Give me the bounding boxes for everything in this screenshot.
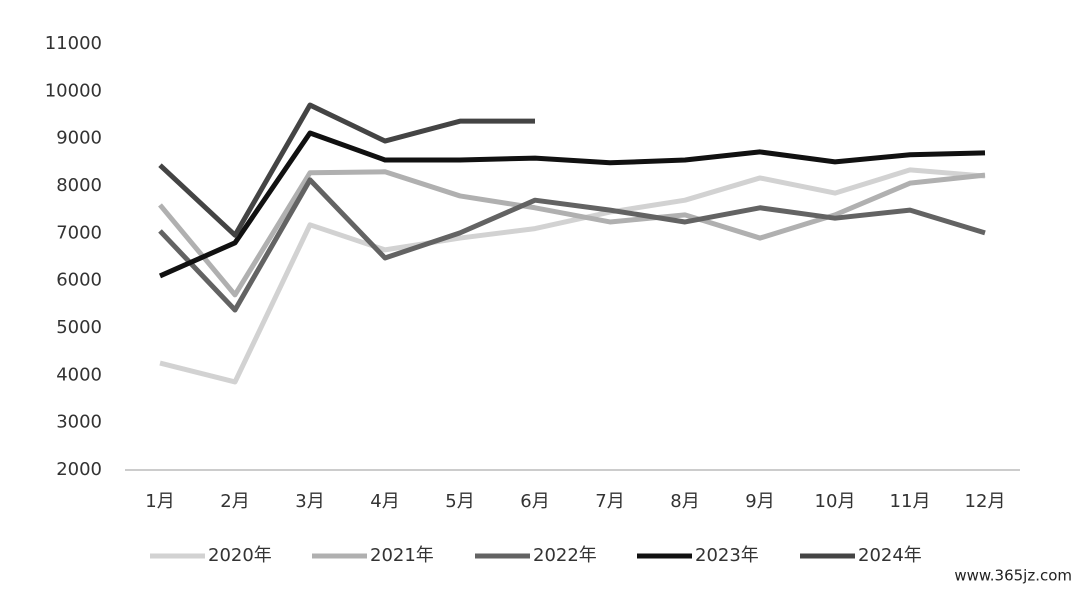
x-tick-label: 2月 [220,491,249,512]
legend-label: 2022年 [533,545,597,566]
legend-label: 2021年 [370,545,434,566]
x-tick-label: 4月 [370,491,399,512]
y-tick-label: 11000 [45,33,102,54]
x-tick-label: 3月 [295,491,324,512]
x-tick-label: 8月 [670,491,699,512]
watermark: www.365jz.com [954,567,1072,585]
series-line [158,169,986,298]
y-tick-label: 8000 [56,175,102,196]
series-line [159,167,986,385]
series-line [158,177,986,313]
y-tick-label: 6000 [56,270,102,291]
x-tick-label: 1月 [145,491,174,512]
legend-label: 2023年 [695,545,759,566]
legend-label: 2024年 [858,545,922,566]
y-tick-label: 10000 [45,80,102,101]
x-tick-label: 5月 [445,491,474,512]
x-tick-label: 9月 [745,491,774,512]
y-tick-label: 4000 [56,364,102,385]
y-tick-label: 3000 [56,412,102,433]
series-line [158,130,986,279]
x-tick-label: 10月 [815,491,856,512]
y-tick-label: 9000 [56,128,102,149]
x-tick-label: 6月 [520,491,549,512]
y-tick-label: 5000 [56,317,102,338]
y-tick-label: 7000 [56,222,102,243]
y-tick-label: 2000 [56,459,102,480]
x-tick-label: 12月 [965,491,1006,512]
series-line [158,102,535,238]
x-tick-label: 7月 [595,491,624,512]
legend-label: 2020年 [208,545,272,566]
x-tick-label: 11月 [890,491,931,512]
